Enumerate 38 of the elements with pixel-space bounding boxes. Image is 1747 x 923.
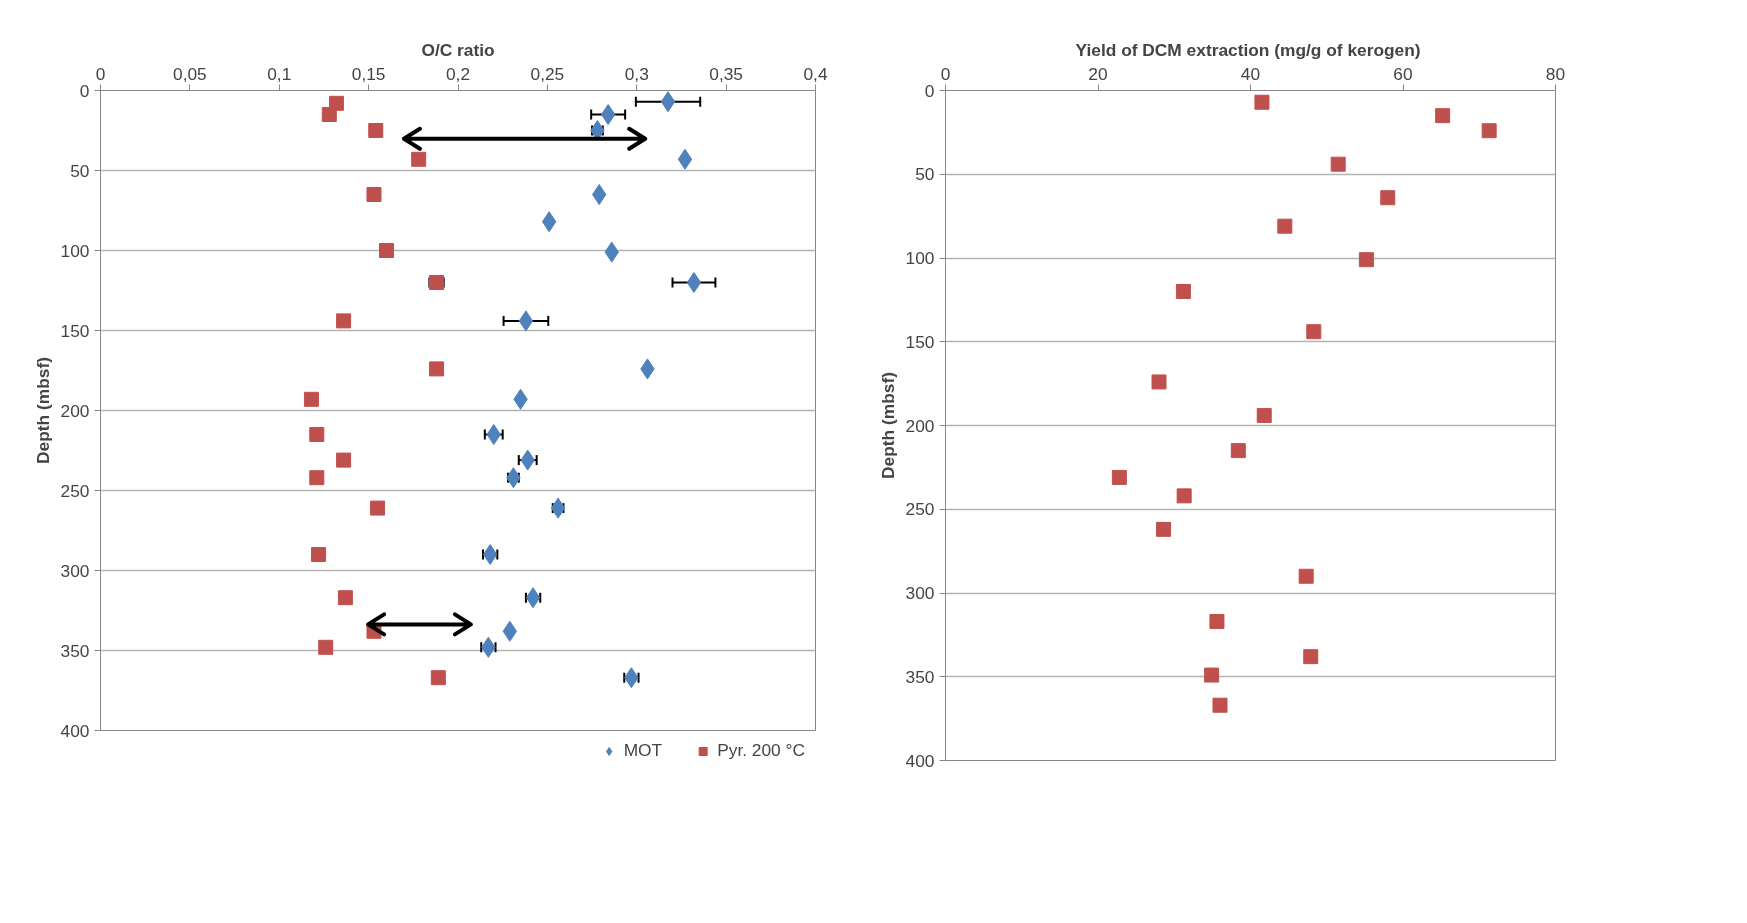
y-tick-label: 100 <box>60 240 90 261</box>
x-tick-label: 0,2 <box>445 63 471 84</box>
x-tick-label: 0 <box>940 63 951 84</box>
y-tick-label: 50 <box>70 160 90 181</box>
legend-label: MOT <box>623 740 663 761</box>
x-tick-label: 0,1 <box>267 63 292 84</box>
x-tick-label: 40 <box>1240 63 1261 84</box>
x-tick-label: 0 <box>95 63 106 84</box>
x-tick-label: 0,05 <box>173 63 207 84</box>
y-tick-label: 300 <box>60 560 90 581</box>
x-tick-label: 0,35 <box>709 63 743 84</box>
y-tick-label: 150 <box>60 320 90 341</box>
legend-label: Pyr. 200 °C <box>717 740 805 761</box>
y-tick-label: 350 <box>905 666 935 687</box>
y-tick-label: 50 <box>915 164 935 185</box>
x-tick-label: 80 <box>1545 63 1566 84</box>
y-tick-label: 200 <box>905 415 935 436</box>
x-tick-label: 60 <box>1393 63 1413 84</box>
x-tick-label: 0,25 <box>530 63 565 84</box>
y-tick-label: 400 <box>60 720 90 741</box>
x-tick-label: 0,15 <box>351 63 386 84</box>
x-axis-title: O/C ratio <box>421 39 495 60</box>
x-tick-label: 0,4 <box>803 63 828 84</box>
y-tick-label: 400 <box>905 750 935 771</box>
y-tick-label: 250 <box>60 480 90 501</box>
x-tick-label: 0,3 <box>624 63 649 84</box>
y-tick-label: 200 <box>60 400 90 421</box>
x-tick-label: 20 <box>1088 63 1108 84</box>
y-tick-label: 250 <box>905 499 935 520</box>
y-axis-title: Depth (mbsf) <box>877 372 898 479</box>
y-tick-label: 0 <box>924 80 935 101</box>
y-axis-title: Depth (mbsf) <box>32 357 53 464</box>
y-tick-label: 100 <box>905 248 935 268</box>
x-axis-title: Yield of DCM extraction (mg/g of kerogen) <box>1075 39 1421 60</box>
y-tick-label: 300 <box>905 583 935 603</box>
y-tick-label: 350 <box>60 640 90 661</box>
y-tick-label: 150 <box>905 331 935 352</box>
y-tick-label: 0 <box>79 80 90 101</box>
